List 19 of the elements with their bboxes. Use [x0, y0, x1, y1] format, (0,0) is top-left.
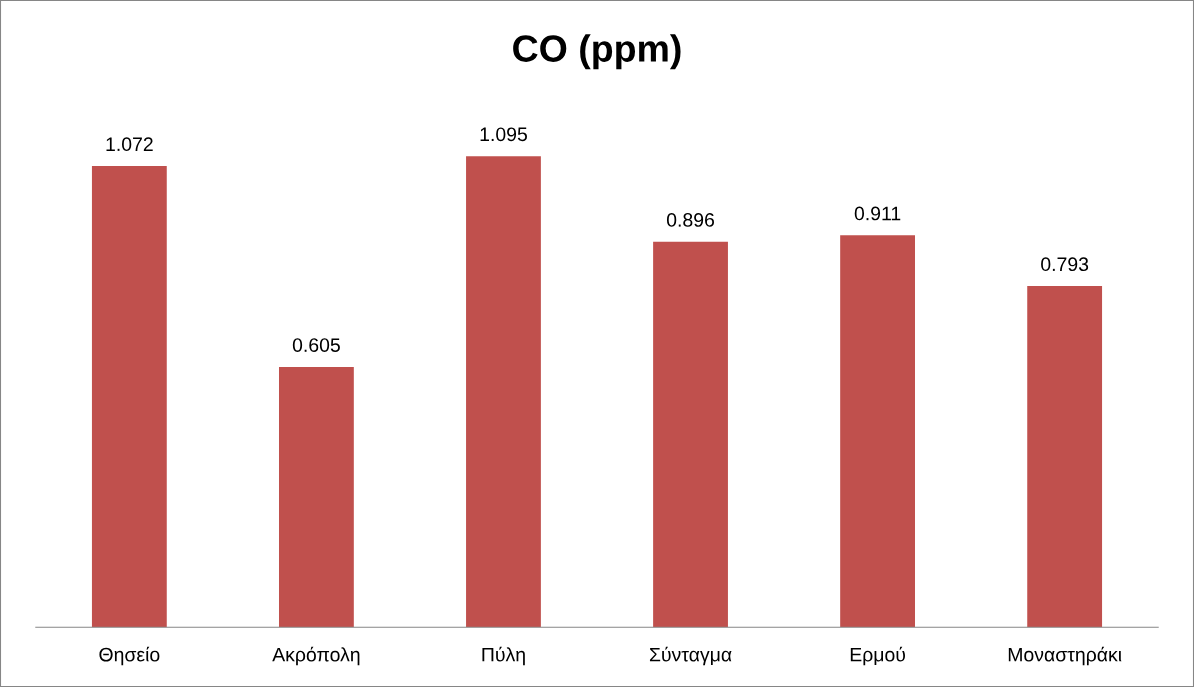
x-tick-label: Θησείο	[99, 646, 160, 666]
chart-title: CO (ppm)	[513, 34, 681, 70]
bar	[1027, 286, 1103, 628]
bar	[91, 166, 167, 628]
data-label: 0.911	[854, 206, 901, 221]
x-tick-label: Σύνταγμα	[649, 646, 732, 666]
bar	[466, 156, 541, 628]
data-label: 0.605	[292, 338, 340, 352]
x-tick-label: Ερμού	[850, 646, 905, 666]
bar	[653, 241, 728, 628]
bar	[840, 235, 915, 628]
data-label: 0.793	[1041, 257, 1089, 272]
x-tick-label: Πύλη	[482, 646, 525, 666]
x-tick-label: Ακρόπολη	[272, 646, 360, 666]
data-label: 1.095	[480, 127, 527, 142]
data-label: 0.896	[666, 213, 715, 227]
x-tick-label: Μοναστηράκι	[1008, 646, 1122, 666]
data-label: 1.072	[106, 137, 153, 152]
bar	[279, 366, 354, 628]
